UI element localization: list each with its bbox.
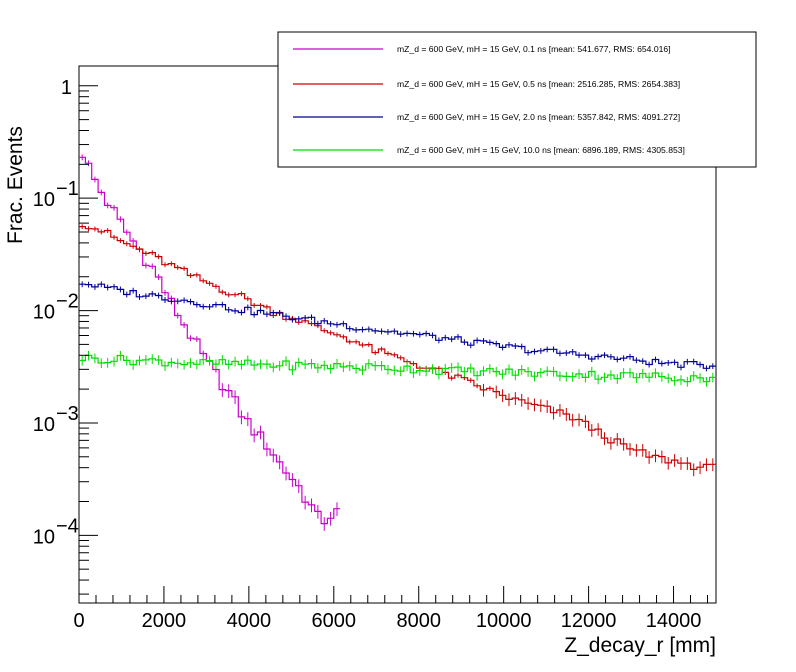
x-tick-label: 10000 (476, 610, 532, 632)
x-tick-label: 4000 (227, 610, 272, 632)
legend-label-1: mZ_d = 600 GeV, mH = 15 GeV, 0.1 ns [mea… (397, 44, 671, 54)
series-4 (79, 350, 716, 387)
legend-label-2: mZ_d = 600 GeV, mH = 15 GeV, 0.5 ns [mea… (397, 79, 680, 89)
y-tick-label: 10 (33, 526, 55, 548)
series-line-3 (79, 283, 716, 369)
series-line-4 (79, 354, 716, 383)
x-tick-label: 2000 (142, 610, 187, 632)
series-3 (79, 281, 716, 372)
series-1 (79, 154, 341, 531)
x-tick-label: 12000 (561, 610, 617, 632)
y-tick-label: 10 (33, 302, 55, 324)
series-line-2 (79, 226, 716, 470)
series-2 (79, 224, 716, 477)
y-tick-label: 10 (33, 189, 55, 211)
y-tick-exponent: −2 (56, 291, 79, 313)
x-tick-label: 0 (73, 610, 84, 632)
y-tick-exponent: −4 (56, 515, 79, 537)
x-tick-label: 14000 (646, 610, 702, 632)
x-axis-title: Z_decay_r [mm] (564, 634, 716, 657)
y-tick-exponent: −3 (56, 403, 79, 425)
y-tick-label: 1 (61, 77, 72, 99)
y-tick-exponent: −1 (56, 178, 79, 200)
legend-label-3: mZ_d = 600 GeV, mH = 15 GeV, 2.0 ns [mea… (397, 112, 680, 122)
legend-label-4: mZ_d = 600 GeV, mH = 15 GeV, 10.0 ns [me… (397, 145, 685, 155)
x-tick-label: 8000 (396, 610, 441, 632)
y-tick-label: 10 (33, 414, 55, 436)
legend: mZ_d = 600 GeV, mH = 15 GeV, 0.1 ns [mea… (277, 31, 757, 168)
y-axis-title: Frac. Events (4, 126, 27, 244)
series-line-1 (79, 156, 341, 525)
x-tick-label: 6000 (312, 610, 357, 632)
legend-box (277, 31, 757, 168)
axes-layer: 0 2000 4000 6000 8000 10000 12000 1400010−410−3… (33, 77, 709, 632)
series-layer (79, 154, 716, 531)
